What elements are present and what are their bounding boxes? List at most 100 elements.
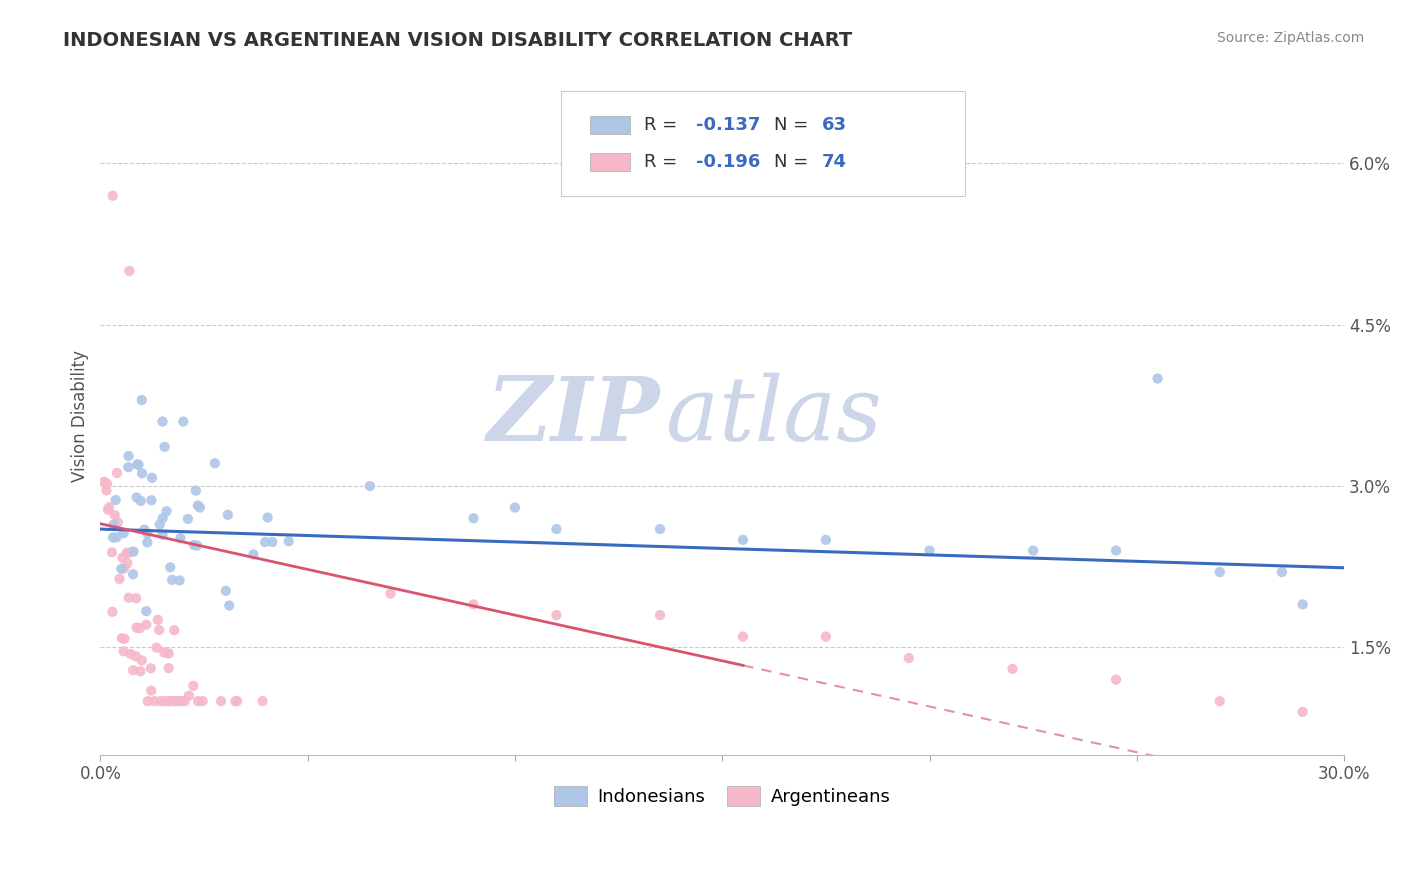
Point bbox=[135, 617, 157, 632]
Point bbox=[191, 694, 214, 708]
Point bbox=[125, 649, 148, 664]
Text: atlas: atlas bbox=[666, 373, 882, 459]
Point bbox=[127, 458, 149, 472]
Point bbox=[1209, 694, 1232, 708]
Point bbox=[149, 694, 172, 708]
Text: Source: ZipAtlas.com: Source: ZipAtlas.com bbox=[1216, 31, 1364, 45]
Point bbox=[136, 526, 159, 541]
Point bbox=[183, 538, 205, 552]
Point bbox=[153, 440, 176, 454]
Point bbox=[169, 574, 191, 588]
Point bbox=[125, 591, 148, 606]
Point bbox=[114, 632, 136, 646]
Point bbox=[101, 605, 124, 619]
Point bbox=[157, 661, 180, 675]
Point bbox=[1292, 598, 1315, 612]
Y-axis label: Vision Disability: Vision Disability bbox=[72, 351, 89, 483]
Point bbox=[104, 508, 127, 523]
Point bbox=[183, 679, 205, 693]
Point bbox=[98, 500, 121, 515]
Point bbox=[112, 526, 135, 541]
Point bbox=[173, 694, 195, 708]
Point bbox=[120, 647, 142, 661]
Point bbox=[152, 415, 174, 429]
Point bbox=[503, 500, 526, 515]
Point bbox=[121, 544, 143, 558]
Point bbox=[112, 561, 135, 575]
Point bbox=[215, 583, 238, 598]
Point bbox=[111, 632, 134, 646]
Text: 74: 74 bbox=[821, 153, 846, 171]
Point bbox=[152, 528, 174, 542]
Text: N =: N = bbox=[775, 153, 814, 171]
Point bbox=[463, 511, 485, 525]
Point bbox=[380, 586, 402, 600]
Point bbox=[187, 499, 209, 513]
Point bbox=[277, 534, 299, 549]
Point bbox=[101, 545, 124, 559]
Point bbox=[143, 694, 166, 708]
Point bbox=[117, 449, 139, 463]
Point bbox=[125, 491, 148, 505]
Point bbox=[226, 694, 249, 708]
Point bbox=[918, 543, 941, 558]
Point bbox=[163, 694, 186, 708]
Legend: Indonesians, Argentineans: Indonesians, Argentineans bbox=[547, 779, 897, 814]
Point bbox=[262, 535, 284, 549]
Point bbox=[188, 500, 211, 515]
Point bbox=[1105, 543, 1128, 558]
Point bbox=[1022, 543, 1045, 558]
Point bbox=[141, 493, 163, 508]
Point bbox=[135, 604, 157, 618]
Point bbox=[146, 613, 169, 627]
Point bbox=[159, 694, 181, 708]
Point bbox=[108, 572, 131, 586]
Point bbox=[1292, 705, 1315, 719]
Point bbox=[177, 512, 200, 526]
Point bbox=[169, 531, 191, 545]
Point bbox=[101, 188, 124, 202]
Text: INDONESIAN VS ARGENTINEAN VISION DISABILITY CORRELATION CHART: INDONESIAN VS ARGENTINEAN VISION DISABIL… bbox=[63, 31, 852, 50]
Point bbox=[93, 475, 115, 489]
Point bbox=[118, 264, 141, 278]
Point bbox=[107, 516, 129, 530]
Point bbox=[129, 494, 152, 508]
Point bbox=[122, 663, 145, 677]
Point bbox=[131, 467, 153, 481]
Point bbox=[184, 483, 207, 498]
Point bbox=[814, 630, 837, 644]
Point bbox=[149, 517, 172, 532]
Point bbox=[186, 539, 208, 553]
Point bbox=[105, 530, 128, 544]
Point bbox=[104, 493, 127, 508]
Point bbox=[546, 522, 568, 536]
Point bbox=[155, 504, 177, 518]
Point bbox=[252, 694, 274, 708]
Point bbox=[101, 531, 124, 545]
Point bbox=[254, 535, 277, 549]
Text: N =: N = bbox=[775, 116, 814, 134]
Point bbox=[152, 511, 174, 525]
Point bbox=[546, 608, 568, 623]
Point bbox=[110, 562, 132, 576]
Point bbox=[1001, 662, 1024, 676]
Point bbox=[115, 547, 138, 561]
Point bbox=[112, 644, 135, 658]
Point bbox=[96, 477, 118, 491]
Point bbox=[118, 591, 141, 605]
Point bbox=[128, 621, 150, 635]
Point bbox=[157, 647, 180, 661]
Point bbox=[122, 544, 145, 558]
Point bbox=[359, 479, 381, 493]
Point bbox=[134, 523, 156, 537]
Point bbox=[225, 694, 247, 708]
Point bbox=[117, 556, 139, 570]
Point bbox=[463, 598, 485, 612]
Point bbox=[125, 621, 148, 635]
Point bbox=[153, 694, 176, 708]
Point bbox=[148, 623, 170, 637]
Point bbox=[1209, 565, 1232, 579]
Point bbox=[129, 665, 152, 679]
Text: R =: R = bbox=[644, 153, 683, 171]
Point bbox=[167, 694, 190, 708]
